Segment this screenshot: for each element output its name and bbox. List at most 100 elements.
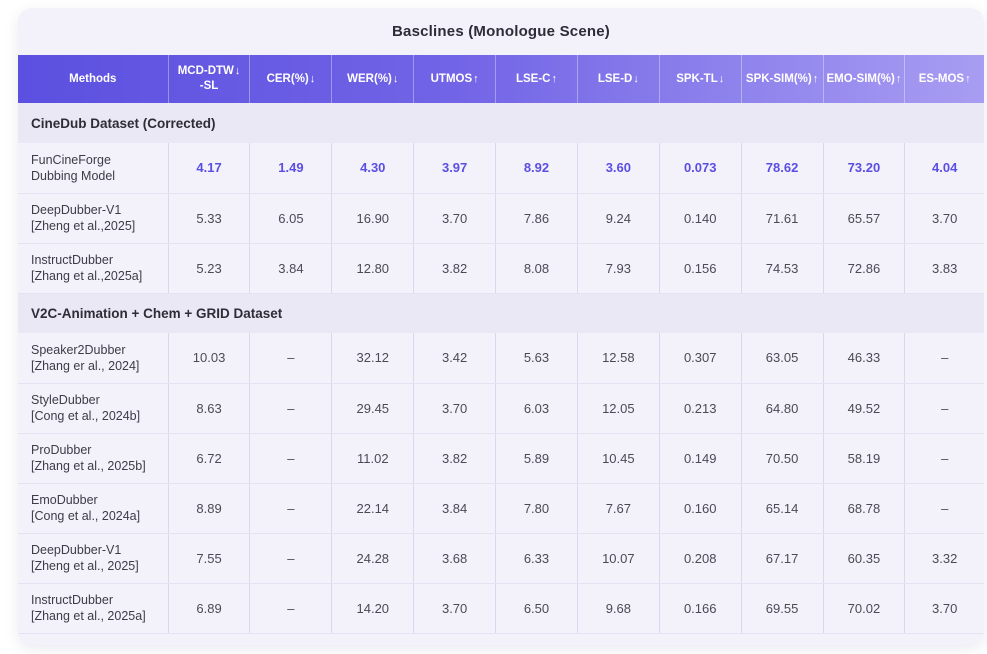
metric-value-cell-spk-sim: 71.61 [741, 193, 824, 244]
table-header: Methods MCD-DTW↓ -SL CER(%)↓ WER(%)↓ UTMOS↑ LS… [18, 55, 984, 103]
metric-value-cell-lse-d: 3.60 [577, 143, 660, 194]
metric-value-cell-lse-c: 8.92 [495, 143, 578, 194]
metric-value-cell-cer: – [249, 433, 333, 484]
sort-up-arrow-icon: ↑ [551, 72, 557, 85]
metric-value-cell-utmos: 3.70 [413, 193, 497, 244]
metric-value-cell-mcd-dtw-sl: 8.63 [168, 383, 251, 434]
metric-value-cell-es-mos: – [904, 483, 984, 534]
metric-value-cell-emo-sim: 68.78 [823, 483, 906, 534]
metric-value-cell-lse-c: 8.08 [495, 243, 578, 294]
table-row-deepdubber-v1: DeepDubber-V1 [Zheng et al.,2025] 5.33 6.05… [18, 193, 984, 244]
metric-value-cell-mcd-dtw-sl: 6.72 [168, 433, 251, 484]
metric-value-cell-spk-sim: 67.17 [741, 533, 824, 584]
metric-value-cell-emo-sim: 73.20 [823, 143, 906, 194]
metric-value-cell-spk-tl: 0.213 [659, 383, 742, 434]
method-name-cell: ProDubber [Zhang et al., 2025b] [18, 433, 169, 484]
metric-value-cell-mcd-dtw-sl: 4.17 [168, 143, 251, 194]
method-name-cell: InstructDubber [Zhang et al., 2025a] [18, 583, 169, 634]
metric-value-cell-lse-c: 6.50 [495, 583, 578, 634]
metric-value-cell-wer: 24.28 [331, 533, 415, 584]
metric-value-cell-spk-sim: 65.14 [741, 483, 824, 534]
sort-down-arrow-icon: ↓ [718, 72, 725, 85]
section-header-label: V2C-Animation + Chem + GRID Dataset [18, 293, 984, 333]
metric-value-cell-cer: 6.05 [249, 193, 333, 244]
sort-up-arrow-icon: ↑ [965, 72, 971, 85]
table-row-instructdubber: InstructDubber [Zhang et al., 2025a] 6.89–… [18, 583, 984, 634]
metric-value-cell-spk-tl: 0.140 [659, 193, 742, 244]
metric-value-cell-spk-tl: 0.149 [659, 433, 742, 484]
metric-value-cell-es-mos: – [904, 333, 984, 384]
metric-value-cell-lse-d: 7.93 [577, 243, 660, 294]
column-header-spk-sim: SPK-SIM(%)↑ [741, 55, 824, 103]
method-name-line: [Zhang er al., 2024] [31, 358, 140, 373]
metric-value-cell-spk-tl: 0.208 [659, 533, 742, 584]
metric-value-cell-lse-d: 7.67 [577, 483, 660, 534]
method-name-line: InstructDubber [31, 252, 113, 267]
metric-value-cell-wer: 14.20 [331, 583, 415, 634]
method-name-line: Speaker2Dubber [31, 342, 126, 357]
metric-value-cell-wer: 16.90 [331, 193, 415, 244]
metric-value-cell-es-mos: 3.32 [904, 533, 984, 584]
baselines-table: Methods MCD-DTW↓ -SL CER(%)↓ WER(%)↓ UTMOS↑ LS… [18, 55, 984, 634]
column-header-emo-sim: EMO-SIM(%)↑ [823, 55, 906, 103]
metric-value-cell-utmos: 3.42 [413, 333, 497, 384]
column-header-lse-c: LSE-C↑ [495, 55, 578, 103]
metric-value-cell-es-mos: 3.83 [904, 243, 984, 294]
table-row-emodubber: EmoDubber [Cong et al., 2024a] 8.89–22.14 3… [18, 483, 984, 534]
metric-value-cell-lse-d: 12.58 [577, 333, 660, 384]
table-row-funcineforge: FunCineForge Dubbing Model 4.17 1.49 4.30 3.9… [18, 143, 984, 194]
method-name-line: [Cong et al., 2024a] [31, 509, 141, 523]
metric-value-cell-mcd-dtw-sl: 8.89 [168, 483, 251, 534]
metric-value-cell-lse-d: 10.07 [577, 533, 660, 584]
metric-value-cell-mcd-dtw-sl: 6.89 [168, 583, 251, 634]
header-row: Methods MCD-DTW↓ -SL CER(%)↓ WER(%)↓ UTMOS↑ LS… [18, 55, 984, 103]
metric-value-cell-utmos: 3.70 [413, 383, 497, 434]
metric-value-cell-spk-tl: 0.166 [659, 583, 742, 634]
method-name-cell: InstructDubber [Zhang et al.,2025a] [18, 243, 169, 294]
column-header-methods: Methods [18, 55, 169, 103]
metric-value-cell-lse-c: 5.89 [495, 433, 578, 484]
method-name-line: [Zheng et al.,2025] [31, 219, 136, 233]
metric-value-cell-emo-sim: 72.86 [823, 243, 906, 294]
metric-value-cell-spk-tl: 0.156 [659, 243, 742, 294]
column-header-es-mos: ES-MOS↑ [918, 72, 971, 85]
method-name-line: DeepDubber-V1 [31, 542, 122, 557]
metric-value-cell-lse-c: 7.80 [495, 483, 578, 534]
method-name-line: Dubbing Model [31, 168, 116, 183]
metric-value-cell-spk-sim: 63.05 [741, 333, 824, 384]
section-header-row: CineDub Dataset (Corrected) [18, 103, 984, 143]
metric-value-cell-utmos: 3.82 [413, 243, 497, 294]
table-row-produbber: ProDubber [Zhang et al., 2025b] 6.72–11.02… [18, 433, 984, 484]
metric-value-cell-lse-c: 5.63 [495, 333, 578, 384]
metric-value-cell-es-mos: 3.70 [904, 583, 984, 634]
method-name-cell: Speaker2Dubber [Zhang er al., 2024] [18, 333, 169, 384]
table-row-deepdubber-v1: DeepDubber-V1 [Zheng et al., 2025] 7.55–24… [18, 533, 984, 584]
metric-value-cell-wer: 4.30 [331, 143, 415, 194]
metric-value-cell-emo-sim: 46.33 [823, 333, 906, 384]
metric-value-cell-spk-sim: 78.62 [741, 143, 824, 194]
method-name-line: [Zhang et al., 2025b] [31, 459, 146, 473]
column-header-wer: WER(%)↓ [331, 55, 415, 103]
metric-value-cell-es-mos: – [904, 383, 984, 434]
metric-value-cell-lse-d: 12.05 [577, 383, 660, 434]
sort-up-arrow-icon: ↑ [812, 72, 819, 85]
baselines-table-card: Basclines (Monologue Scene) Methods MCD-D… [18, 8, 984, 645]
method-name-cell: DeepDubber-V1 [Zheng et al., 2025] [18, 533, 169, 584]
metric-value-cell-lse-c: 6.03 [495, 383, 578, 434]
method-name-line: EmoDubber [31, 492, 98, 507]
metric-value-cell-es-mos: 4.04 [904, 143, 984, 194]
metric-value-cell-es-mos: – [904, 433, 984, 484]
method-name-cell: EmoDubber [Cong et al., 2024a] [18, 483, 169, 534]
table-row-speaker2dubber: Speaker2Dubber [Zhang er al., 2024] 10.03–… [18, 333, 984, 384]
metric-value-cell-wer: 11.02 [331, 433, 415, 484]
metric-value-cell-es-mos: 3.70 [904, 193, 984, 244]
sort-down-arrow-icon: ↓ [392, 72, 399, 85]
metric-value-cell-mcd-dtw-sl: 7.55 [168, 533, 251, 584]
method-name-cell: StyleDubber [Cong et al., 2024b] [18, 383, 169, 434]
table-row-styledubber: StyleDubber [Cong et al., 2024b] 8.63–29.4… [18, 383, 984, 434]
method-name-cell: FunCineForge Dubbing Model [18, 143, 169, 194]
metric-value-cell-cer: 3.84 [249, 243, 333, 294]
method-name-cell: DeepDubber-V1 [Zheng et al.,2025] [18, 193, 169, 244]
metric-value-cell-wer: 22.14 [331, 483, 415, 534]
table-body: CineDub Dataset (Corrected) FunCineForge D… [18, 103, 984, 634]
